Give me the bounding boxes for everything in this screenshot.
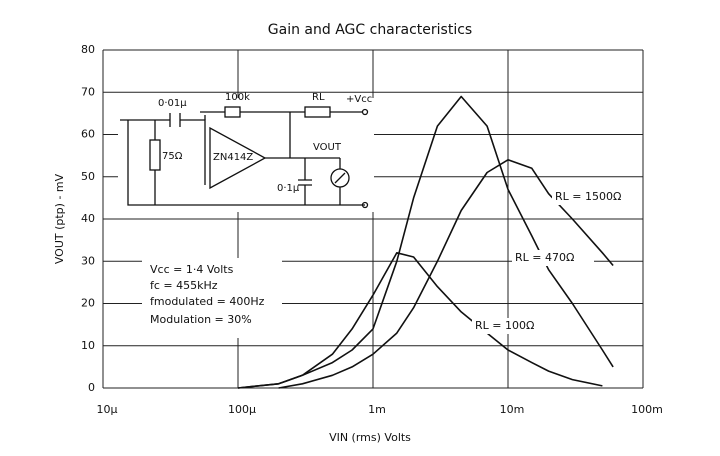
y-tick-label: 80 [81, 43, 95, 56]
y-tick-label: 70 [81, 85, 95, 98]
y-tick-label: 20 [81, 297, 95, 310]
annotation: fmodulated = 400Hz [150, 295, 265, 308]
y-tick-label: 0 [88, 381, 95, 394]
legend-label: RL = 470Ω [515, 251, 574, 264]
chart-title: Gain and AGC characteristics [268, 22, 472, 38]
inset-label: RL [312, 92, 325, 103]
legend-label: RL = 1500Ω [555, 190, 621, 203]
x-tick-label: 100µ [228, 403, 256, 416]
annotation: Modulation = 30% [150, 313, 252, 326]
inset-label: +Vcc [346, 94, 372, 105]
y-tick-label: 50 [81, 170, 95, 183]
annotation-background [142, 258, 282, 338]
legend-bg [552, 189, 634, 205]
x-axis-label: VIN (rms) Volts [329, 431, 411, 444]
y-tick-label: 10 [81, 339, 95, 352]
legend-label: RL = 100Ω [475, 319, 534, 332]
inset-label: ZN414Z [213, 152, 253, 163]
inset-label: 75Ω [162, 151, 183, 162]
series-line [237, 252, 603, 389]
inset-label: 0·01µ [158, 98, 187, 109]
circuit [120, 106, 369, 209]
inset-label: 100k [225, 92, 250, 103]
x-tick-label: 100m [631, 403, 663, 416]
legend-bg [512, 250, 594, 266]
inset-label: VOUT [313, 142, 342, 153]
series-line [237, 95, 614, 389]
y-tick-label: 30 [81, 254, 95, 267]
x-tick-label: 10m [500, 403, 525, 416]
annotation: fc = 455kHz [150, 279, 218, 292]
y-axis-label: VOUT (ptp) - mV [53, 173, 66, 264]
inset-label: 0·1µ [277, 183, 300, 194]
x-tick-label: 10µ [97, 403, 118, 416]
annotation: Vcc = 1·4 Volts [150, 263, 234, 276]
series-line [278, 159, 614, 389]
inset-background [118, 98, 374, 212]
legend-bg [472, 318, 554, 334]
x-tick-label: 1m [368, 403, 386, 416]
y-tick-label: 60 [81, 128, 95, 141]
y-tick-label: 40 [81, 212, 95, 225]
